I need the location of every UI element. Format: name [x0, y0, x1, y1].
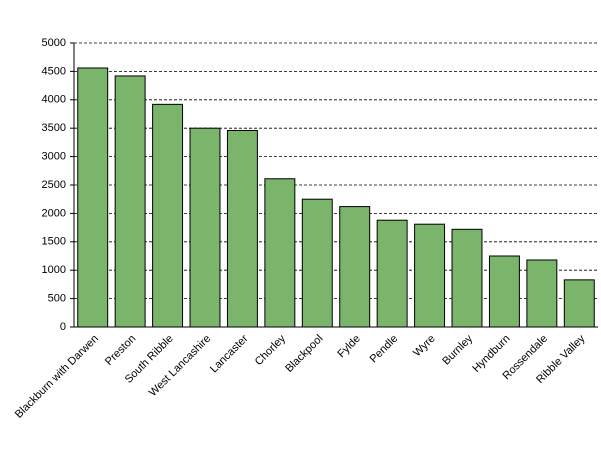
y-tick-label: 4500: [42, 65, 66, 77]
y-tick-label: 4000: [42, 94, 66, 106]
y-tick-label: 2500: [42, 179, 66, 191]
bar: [451, 228, 483, 328]
bar: [77, 67, 109, 328]
x-tick-label: Fylde: [335, 333, 363, 361]
x-tick-label: Lancaster: [208, 332, 251, 375]
y-tick-label: 3000: [42, 151, 66, 163]
bar: [189, 127, 221, 328]
y-tick-label: 500: [48, 293, 66, 305]
y-tick-label: 1000: [42, 264, 66, 276]
bar: [414, 223, 446, 328]
y-tick-label: 1500: [42, 236, 66, 248]
x-tick-label: Pendle: [368, 333, 401, 366]
bar: [152, 103, 184, 328]
x-tick-label: Burnley: [440, 332, 475, 367]
x-tick-label: Chorley: [253, 332, 289, 368]
x-tick-label: Blackburn with Darwen: [13, 333, 101, 421]
bar: [563, 279, 595, 328]
bar: [488, 255, 520, 328]
y-tick-label: 5000: [42, 37, 66, 49]
x-tick-label: Blackpool: [283, 333, 325, 375]
bar: [264, 178, 296, 328]
y-tick-label: 3500: [42, 122, 66, 134]
bar: [339, 206, 371, 328]
bar: [376, 219, 408, 328]
x-tick-label: Preston: [103, 333, 138, 368]
y-tick-label: 2000: [42, 207, 66, 219]
x-tick-label: Wyre: [411, 333, 438, 360]
bar: [301, 198, 333, 328]
bar: [526, 259, 558, 328]
bar: [114, 75, 146, 328]
y-tick-label: 0: [60, 321, 66, 333]
bar: [226, 129, 258, 328]
